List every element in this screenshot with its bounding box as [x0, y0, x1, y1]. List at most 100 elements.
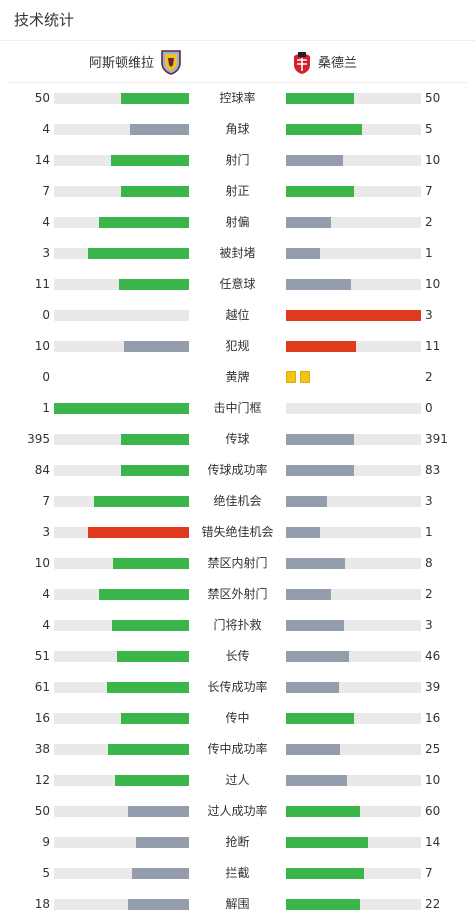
home-value: 4 — [42, 618, 50, 632]
stat-row: 61 长传成功率 39 — [0, 672, 475, 703]
home-bar-track — [54, 465, 189, 476]
away-team[interactable]: 桑德兰 — [291, 41, 357, 82]
away-value: 7 — [425, 184, 433, 198]
away-bar-fill — [286, 682, 339, 693]
home-bar-track — [54, 837, 189, 848]
away-value: 39 — [425, 680, 441, 694]
home-bar-fill — [128, 806, 189, 817]
home-bar-fill — [121, 93, 189, 104]
stat-label: 错失绝佳机会 — [201, 525, 274, 539]
away-value: 391 — [425, 432, 448, 446]
home-value: 10 — [34, 556, 50, 570]
home-bar-track — [54, 713, 189, 724]
stat-label: 传中成功率 — [207, 742, 268, 756]
home-team-name: 阿斯顿维拉 — [88, 56, 154, 71]
away-bar-fill — [286, 217, 331, 228]
stat-label: 黄牌 — [225, 370, 250, 384]
home-value: 84 — [34, 463, 50, 477]
stat-label: 射门 — [225, 153, 250, 167]
stat-label: 长传成功率 — [207, 680, 268, 694]
away-bar-fill — [286, 155, 343, 166]
stat-label: 绝佳机会 — [213, 494, 262, 508]
stat-label: 控球率 — [219, 91, 256, 105]
stat-row: 10 禁区内射门 8 — [0, 548, 475, 579]
away-bar-track — [286, 620, 421, 631]
away-bar-track — [286, 279, 421, 290]
away-bar-track — [286, 713, 421, 724]
home-bar-fill — [136, 837, 189, 848]
home-bar-fill — [121, 713, 189, 724]
home-value: 1 — [42, 401, 50, 415]
home-bar-track — [54, 279, 189, 290]
stat-label: 门将扑救 — [213, 618, 262, 632]
away-bar-track — [286, 868, 421, 879]
stat-row: 0 越位 3 — [0, 300, 475, 331]
home-bar-fill — [94, 496, 189, 507]
away-bar-fill — [286, 744, 340, 755]
home-bar-track — [54, 434, 189, 445]
home-value: 18 — [34, 897, 50, 911]
away-bar-track — [286, 496, 421, 507]
home-value: 10 — [34, 339, 50, 353]
away-value: 5 — [425, 122, 433, 136]
home-value: 7 — [42, 184, 50, 198]
home-value: 50 — [34, 804, 50, 818]
stat-label: 解围 — [225, 897, 250, 911]
away-bar-fill — [286, 93, 354, 104]
away-yellow-cards — [286, 371, 310, 383]
home-value: 51 — [34, 649, 50, 663]
away-bar-track — [286, 124, 421, 135]
away-bar-track — [286, 806, 421, 817]
stat-row: 7 射正 7 — [0, 176, 475, 207]
home-bar-track — [54, 186, 189, 197]
stat-label: 禁区外射门 — [207, 587, 268, 601]
home-value: 3 — [42, 246, 50, 260]
home-value: 38 — [34, 742, 50, 756]
home-bar-track — [54, 341, 189, 352]
home-bar-fill — [119, 279, 189, 290]
home-bar-track — [54, 496, 189, 507]
away-bar-fill — [286, 558, 345, 569]
home-bar-track — [54, 589, 189, 600]
home-value: 7 — [42, 494, 50, 508]
stat-label: 长传 — [225, 649, 250, 663]
away-value: 2 — [425, 370, 433, 384]
home-bar-fill — [121, 434, 189, 445]
home-bar-fill — [113, 558, 189, 569]
away-value: 16 — [425, 711, 441, 725]
home-bar-fill — [99, 217, 189, 228]
stat-label: 越位 — [225, 308, 250, 322]
stat-row: 10 犯规 11 — [0, 331, 475, 362]
away-team-name: 桑德兰 — [318, 56, 358, 71]
home-bar-track — [54, 620, 189, 631]
away-bar-fill — [286, 620, 344, 631]
home-team[interactable]: 阿斯顿维拉 — [89, 41, 182, 82]
stat-label: 拦截 — [225, 866, 250, 880]
away-bar-track — [286, 682, 421, 693]
yellow-card-icon — [300, 371, 310, 383]
stats-list: 50 控球率 50 4 角球 5 14 射门 10 7 射正 7 4 射偏 2 3 被封堵 1 11 任意球 10 0 越位… — [0, 83, 475, 920]
away-bar-track — [286, 837, 421, 848]
away-bar-fill — [286, 837, 368, 848]
stat-label: 抢断 — [225, 835, 250, 849]
away-bar-fill — [286, 186, 354, 197]
home-value: 11 — [34, 277, 50, 291]
home-value: 16 — [34, 711, 50, 725]
stat-row: 5 拦截 7 — [0, 858, 475, 889]
home-value: 9 — [42, 835, 50, 849]
home-bar-track — [54, 403, 189, 414]
away-bar-track — [286, 434, 421, 445]
home-bar-fill — [111, 155, 189, 166]
away-value: 14 — [425, 835, 441, 849]
stat-label: 击中门框 — [213, 401, 262, 415]
away-bar-track — [286, 310, 421, 321]
stat-label: 射偏 — [225, 215, 250, 229]
stat-row: 50 过人成功率 60 — [0, 796, 475, 827]
stat-label: 传球成功率 — [207, 463, 268, 477]
stat-label: 禁区内射门 — [207, 556, 268, 570]
home-bar-fill — [88, 248, 189, 259]
away-bar-fill — [286, 527, 320, 538]
away-bar-fill — [286, 279, 351, 290]
away-bar-fill — [286, 775, 347, 786]
away-bar-track — [286, 589, 421, 600]
